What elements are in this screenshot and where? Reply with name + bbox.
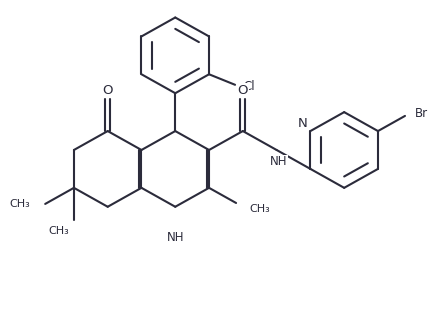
Text: Cl: Cl [243,80,255,93]
Text: N: N [297,117,307,130]
Text: CH₃: CH₃ [49,226,69,236]
Text: O: O [102,84,113,97]
Text: O: O [237,84,247,97]
Text: CH₃: CH₃ [9,199,30,209]
Text: NH: NH [166,231,184,244]
Text: Br: Br [413,107,427,120]
Text: NH: NH [269,155,287,168]
Text: CH₃: CH₃ [248,204,269,214]
